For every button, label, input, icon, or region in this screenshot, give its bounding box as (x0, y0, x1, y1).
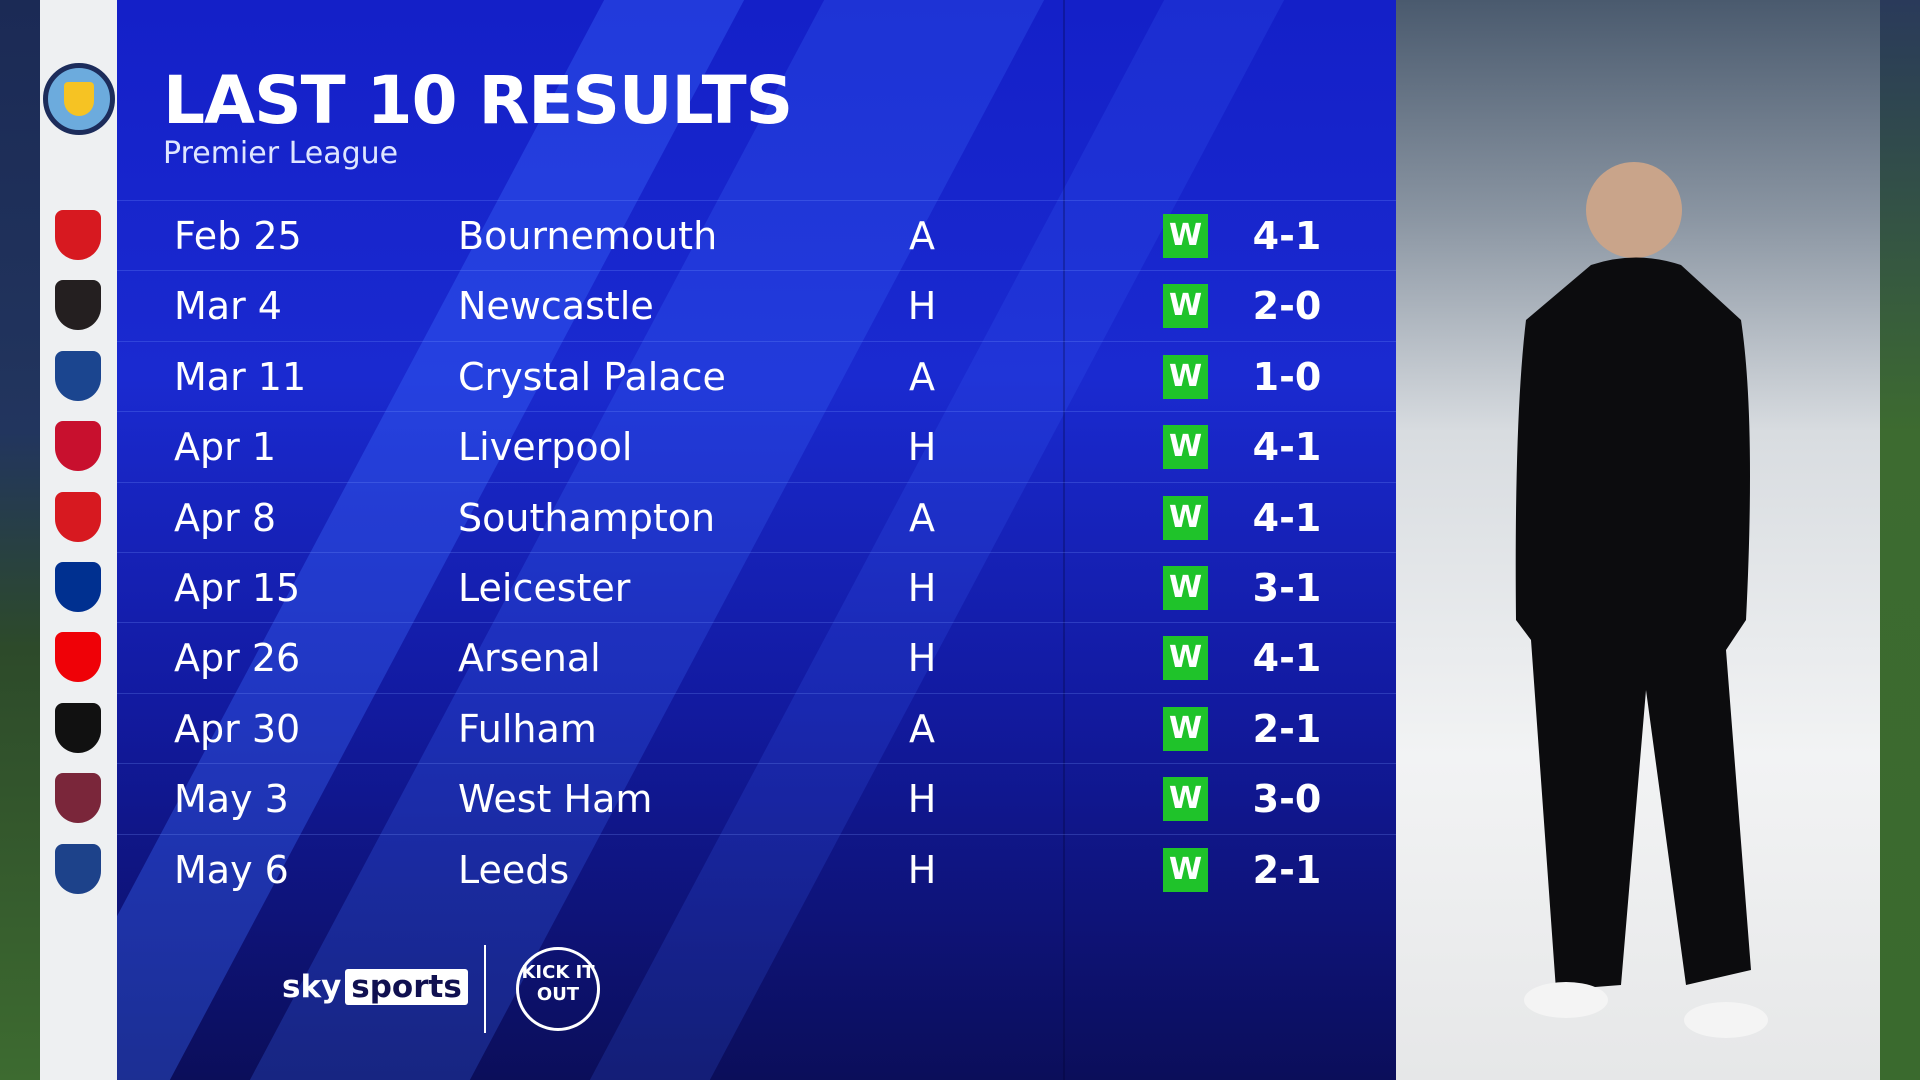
score: 4-1 (1252, 495, 1322, 540)
result-badge: W (1163, 566, 1208, 610)
score: 2-1 (1252, 847, 1322, 892)
result-row: Mar 11 Crystal Palace A W 1-0 (117, 340, 1396, 411)
page-title: LAST 10 RESULTS (163, 62, 793, 139)
match-date: Apr 1 (174, 425, 276, 470)
west-ham-crest-icon (55, 773, 101, 824)
match-date: Apr 30 (174, 706, 301, 751)
opponent-name: Leeds (458, 847, 570, 892)
results-panel: LAST 10 RESULTS Premier League Feb 25 Bo… (117, 0, 1396, 1080)
result-badge: W (1163, 284, 1208, 329)
logo-divider (484, 945, 486, 1033)
column-divider (1063, 0, 1065, 1080)
arsenal-crest-icon (55, 632, 101, 683)
opponent-name: Crystal Palace (458, 354, 726, 399)
match-date: Apr 8 (174, 495, 276, 540)
venue: A (909, 354, 935, 399)
result-row: Apr 8 Southampton A W 4-1 (117, 481, 1396, 552)
result-badge: W (1163, 214, 1208, 258)
result-badge: W (1163, 777, 1208, 822)
result-row: Apr 26 Arsenal H W 4-1 (117, 622, 1396, 692)
newcastle-crest-icon (55, 280, 101, 331)
manchester-city-crest-icon (43, 63, 115, 135)
result-badge: W (1163, 425, 1208, 470)
opponent-name: Arsenal (458, 636, 601, 681)
sky-sports-logo: sky sports (282, 969, 468, 1005)
score: 3-1 (1252, 566, 1322, 610)
result-badge: W (1163, 847, 1208, 892)
match-date: Apr 26 (174, 636, 301, 681)
venue: H (907, 636, 937, 681)
match-date: Mar 11 (174, 354, 307, 399)
match-date: Apr 15 (174, 566, 301, 610)
score: 4-1 (1252, 425, 1322, 470)
result-row: Feb 25 Bournemouth A W 4-1 (117, 200, 1396, 270)
southampton-crest-icon (55, 491, 101, 542)
opponent-name: West Ham (458, 777, 653, 822)
result-row: Apr 30 Fulham A W 2-1 (117, 692, 1396, 763)
score: 1-0 (1252, 354, 1322, 399)
result-row: Mar 4 Newcastle H W 2-0 (117, 270, 1396, 340)
score: 4-1 (1252, 636, 1322, 681)
opponent-name: Bournemouth (458, 214, 718, 258)
crystal-palace-crest-icon (55, 350, 101, 401)
score: 3-0 (1252, 777, 1322, 822)
background-stadium-left (0, 0, 40, 1080)
venue: A (909, 706, 935, 751)
score: 2-0 (1252, 284, 1322, 329)
opponent-name: Liverpool (458, 425, 633, 470)
venue: H (907, 847, 937, 892)
manager-photo (1396, 0, 1880, 1080)
result-badge: W (1163, 495, 1208, 540)
venue: A (909, 495, 935, 540)
competition-subtitle: Premier League (163, 136, 399, 171)
match-date: Mar 4 (174, 284, 282, 329)
result-row: Apr 15 Leicester H W 3-1 (117, 552, 1396, 622)
score: 2-1 (1252, 706, 1322, 751)
opponent-name: Fulham (458, 706, 597, 751)
venue: H (907, 566, 937, 610)
match-date: Feb 25 (174, 214, 302, 258)
result-row: Apr 1 Liverpool H W 4-1 (117, 411, 1396, 481)
bournemouth-crest-icon (55, 210, 101, 260)
liverpool-crest-icon (55, 421, 101, 472)
result-row: May 6 Leeds H W 2-1 (117, 833, 1396, 904)
result-row: May 3 West Ham H W 3-0 (117, 763, 1396, 833)
venue: H (907, 284, 937, 329)
venue: H (907, 777, 937, 822)
leeds-crest-icon (55, 843, 101, 894)
match-date: May 6 (174, 847, 289, 892)
leicester-crest-icon (55, 562, 101, 612)
venue: A (909, 214, 935, 258)
opponent-name: Leicester (458, 566, 631, 610)
opponent-name: Southampton (458, 495, 716, 540)
result-badge: W (1163, 354, 1208, 399)
match-date: May 3 (174, 777, 289, 822)
kick-it-out-logo: KICK IT OUT (516, 947, 600, 1031)
venue: H (907, 425, 937, 470)
opponent-name: Newcastle (458, 284, 654, 329)
result-badge: W (1163, 636, 1208, 681)
score: 4-1 (1252, 214, 1322, 258)
background-stadium-right (1880, 0, 1920, 1080)
fulham-crest-icon (55, 702, 101, 753)
result-badge: W (1163, 706, 1208, 751)
